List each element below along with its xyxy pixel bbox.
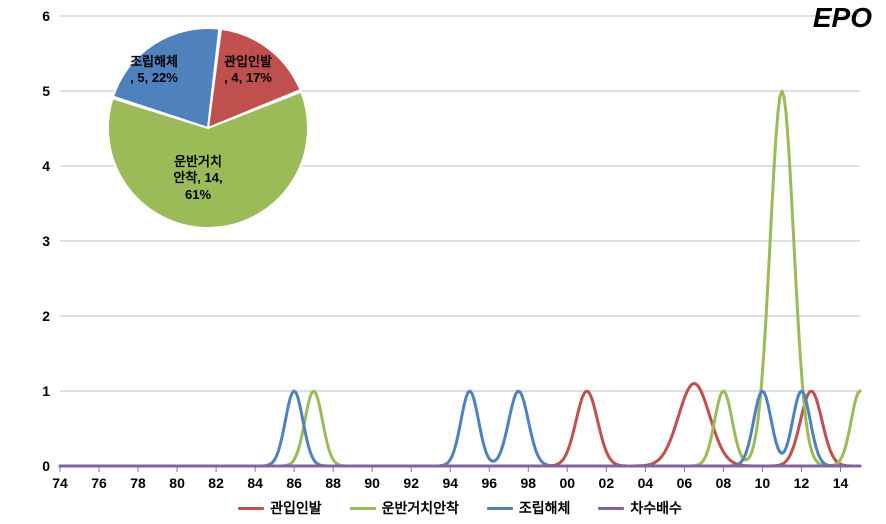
svg-text:78: 78 xyxy=(130,475,146,491)
svg-text:80: 80 xyxy=(169,475,185,491)
svg-text:06: 06 xyxy=(677,475,693,491)
svg-text:2: 2 xyxy=(42,308,50,324)
line-chart: 0123456747678808284868890929496980002040… xyxy=(0,0,886,524)
legend-item: 차수배수 xyxy=(598,498,682,518)
svg-text:74: 74 xyxy=(52,475,68,491)
legend-label: 운반거치안착 xyxy=(382,498,459,518)
svg-text:1: 1 xyxy=(42,383,50,399)
svg-text:3: 3 xyxy=(42,233,50,249)
svg-text:6: 6 xyxy=(42,8,50,24)
svg-text:14: 14 xyxy=(833,475,849,491)
legend-label: 조립해체 xyxy=(519,498,571,518)
legend-swatch xyxy=(350,507,376,510)
chart-root: EPO 012345674767880828486889092949698000… xyxy=(0,0,886,524)
chart-title: EPO xyxy=(813,2,872,34)
svg-text:12: 12 xyxy=(794,475,810,491)
svg-text:88: 88 xyxy=(325,475,341,491)
legend-item: 관입인발 xyxy=(238,498,322,518)
svg-text:04: 04 xyxy=(638,475,654,491)
svg-text:4: 4 xyxy=(42,158,50,174)
legend-swatch xyxy=(598,507,624,510)
svg-text:92: 92 xyxy=(403,475,419,491)
legend-label: 관입인발 xyxy=(270,498,322,518)
svg-text:10: 10 xyxy=(755,475,771,491)
svg-text:90: 90 xyxy=(364,475,380,491)
legend-item: 운반거치안착 xyxy=(350,498,459,518)
svg-text:08: 08 xyxy=(716,475,732,491)
legend-swatch xyxy=(238,507,264,510)
svg-text:82: 82 xyxy=(208,475,224,491)
legend-item: 조립해체 xyxy=(487,498,571,518)
svg-text:84: 84 xyxy=(247,475,263,491)
svg-text:0: 0 xyxy=(42,458,50,474)
svg-text:76: 76 xyxy=(91,475,107,491)
svg-text:86: 86 xyxy=(286,475,302,491)
svg-text:5: 5 xyxy=(42,83,50,99)
svg-text:00: 00 xyxy=(560,475,576,491)
svg-text:02: 02 xyxy=(599,475,615,491)
svg-text:98: 98 xyxy=(521,475,537,491)
legend-swatch xyxy=(487,507,513,510)
svg-text:96: 96 xyxy=(481,475,497,491)
svg-text:94: 94 xyxy=(442,475,458,491)
legend: 관입인발 운반거치안착 조립해체 차수배수 xyxy=(60,498,860,518)
legend-label: 차수배수 xyxy=(630,498,682,518)
